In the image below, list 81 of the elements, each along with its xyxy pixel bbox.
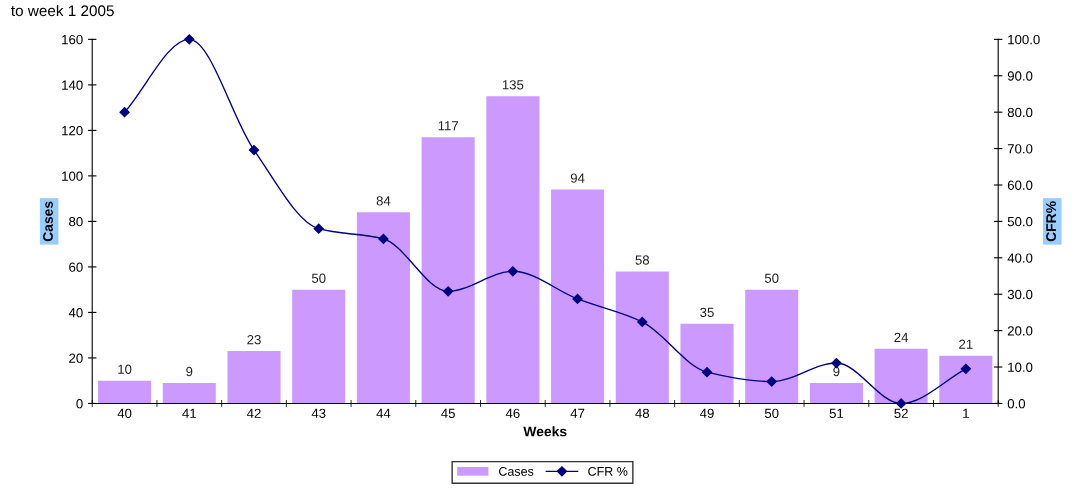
data-label: 50 [311, 273, 326, 283]
data-label: 50 [764, 273, 779, 283]
bar [292, 289, 346, 404]
y-tick-label: 100 [62, 171, 83, 181]
point [248, 144, 260, 156]
point [507, 266, 518, 277]
data-label: 117 [438, 121, 458, 131]
y-tick-label: 160 [62, 34, 83, 45]
y2-tick-label: 80.0 [1007, 107, 1033, 118]
bar [227, 351, 281, 404]
x-tick-label: 43 [311, 408, 326, 418]
x-tick-label: 50 [764, 408, 779, 418]
x-tick-label: 41 [182, 408, 196, 418]
data-label: 84 [376, 196, 391, 206]
y2-tick-label: 20.0 [1007, 326, 1033, 336]
point [572, 293, 583, 305]
point [766, 376, 777, 387]
point [960, 363, 971, 374]
data-label: 94 [570, 173, 585, 183]
y-tick-label: 20 [69, 353, 83, 363]
bar [615, 271, 669, 404]
data-label: 35 [700, 307, 714, 318]
y2-tick-label: 70.0 [1007, 144, 1033, 154]
y2-tick-label: 30.0 [1007, 289, 1033, 300]
data-label: 23 [247, 334, 261, 345]
y2-tick-label: 60.0 [1007, 180, 1033, 190]
x-tick-label: 49 [699, 408, 714, 418]
bar [809, 382, 863, 404]
point [443, 286, 454, 297]
legend-label: Cases [499, 466, 534, 476]
y-tick-label: 140 [62, 80, 83, 90]
data-label: 21 [959, 339, 973, 349]
data-label: 58 [635, 255, 650, 265]
data-label: 10 [118, 364, 132, 374]
text: to week 1 2005 [11, 4, 114, 17]
x-tick-label: 46 [505, 408, 520, 418]
x-tick-label: 47 [570, 408, 585, 418]
bar [680, 323, 734, 404]
legend-label: CFR % [588, 466, 628, 476]
point [896, 398, 907, 409]
y2-tick-label: 50.0 [1007, 216, 1033, 227]
bar [551, 189, 605, 404]
point [637, 316, 648, 328]
y-tick-label: 40 [68, 307, 83, 318]
bar [939, 355, 993, 404]
bar [162, 382, 216, 404]
point [313, 223, 324, 234]
x-tick-label: 48 [635, 408, 650, 418]
x-tick-label: 45 [441, 408, 455, 418]
x-axis-title: Weeks [523, 426, 567, 437]
x-tick-label: 52 [894, 408, 908, 418]
data-label: 9 [833, 366, 840, 377]
y-tick-label: 120 [62, 125, 83, 136]
data-label: 9 [186, 366, 193, 377]
data-label: 24 [894, 332, 909, 342]
x-tick-label: 1 [963, 408, 969, 418]
point [119, 107, 130, 118]
y-axis-title: Cases [43, 201, 53, 242]
y2-axis-title: CFR% [1046, 201, 1056, 242]
point [184, 34, 195, 45]
point [378, 233, 389, 244]
bar [98, 380, 152, 404]
y2-tick-label: 10.0 [1008, 362, 1033, 372]
x-tick-label: 42 [246, 408, 261, 418]
bar [874, 348, 928, 404]
bar [486, 96, 540, 404]
bar [356, 212, 410, 404]
point [701, 367, 713, 378]
y2-tick-label: 0.0 [1007, 399, 1026, 409]
y-tick-label: 60 [69, 262, 83, 272]
x-tick-label: 51 [829, 408, 844, 418]
bar [421, 137, 475, 404]
y-tick-label: 80 [69, 216, 83, 227]
bar [745, 289, 799, 404]
y2-tick-label: 100.0 [1008, 34, 1040, 45]
y2-tick-label: 90.0 [1007, 71, 1033, 81]
x-tick-label: 44 [376, 408, 391, 418]
data-label: 135 [502, 80, 524, 90]
y2-tick-label: 40.0 [1007, 253, 1033, 263]
y-tick-label: 0 [76, 399, 83, 409]
x-tick-label: 40 [117, 408, 132, 418]
